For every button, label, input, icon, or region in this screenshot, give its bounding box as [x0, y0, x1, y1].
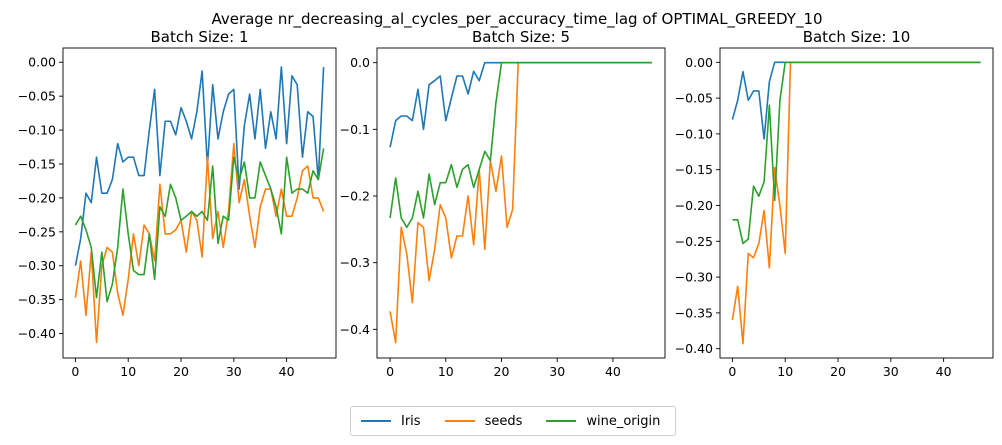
x-tick-label: 0: [71, 364, 79, 379]
series-line-wine-origin: [74, 148, 325, 303]
subplot-1: Batch Size: 1 0 10 20 30 40 −0.40 −0.35 −0.30 −0.…: [18, 28, 337, 379]
legend-swatch-wine-origin: [546, 420, 577, 422]
y-tick-label: 0.00: [28, 55, 56, 70]
y-tick-label: −0.1: [340, 122, 370, 137]
series-line-iris: [731, 61, 981, 140]
series-line-wine-origin: [732, 61, 981, 245]
x-tick-label: 40: [936, 364, 952, 379]
legend: Iris seeds wine_origin: [350, 406, 676, 436]
y-tick-label: −0.10: [675, 126, 713, 141]
subplot-title: Batch Size: 10: [803, 28, 911, 46]
y-tick-label: −0.25: [18, 224, 56, 239]
subplot-title: Batch Size: 1: [150, 28, 248, 46]
x-tick-label: 10: [120, 364, 136, 379]
y-tick-label: −0.25: [675, 234, 713, 249]
subplot-3: Batch Size: 10 0 10 20 30 40 −0.40 −0.35 −0.30 −0…: [675, 28, 994, 379]
legend-label-iris: Iris: [401, 413, 421, 429]
y-tick-label: −0.15: [18, 156, 56, 171]
y-tick-label: −0.3: [340, 255, 370, 270]
legend-label-wine-origin: wine_origin: [586, 413, 661, 429]
legend-item-seeds: seeds: [444, 413, 523, 429]
y-tick-label: −0.35: [18, 292, 56, 307]
subplot-title: Batch Size: 5: [472, 28, 570, 46]
legend-item-wine-origin: wine_origin: [546, 414, 660, 429]
y-tick-label: −0.35: [675, 305, 713, 320]
axes-frame: [62, 47, 337, 359]
x-tick-label: 30: [883, 364, 899, 379]
y-tick-label: −0.2: [340, 189, 370, 204]
y-tick-label: −0.15: [675, 162, 713, 177]
x-tick-label: 10: [777, 364, 793, 379]
x-tick-label: 10: [438, 364, 454, 379]
legend-swatch-seeds: [444, 420, 475, 422]
x-tick-label: 0: [728, 364, 736, 379]
y-tick-label: −0.10: [18, 123, 56, 138]
series-line-iris: [74, 66, 325, 266]
x-tick-label: 40: [605, 364, 621, 379]
x-tick-label: 30: [226, 364, 242, 379]
series-line-seeds: [74, 142, 325, 344]
series-line-wine-origin: [389, 61, 652, 229]
figure-title: Average nr_decreasing_al_cycles_per_accu…: [211, 10, 822, 29]
legend-label-seeds: seeds: [484, 413, 523, 429]
series-line-iris: [389, 61, 652, 148]
legend-swatch-iris: [361, 420, 391, 422]
y-tick-label: −0.30: [675, 270, 713, 285]
y-tick-label: −0.20: [675, 198, 713, 213]
y-tick-label: −0.05: [18, 89, 56, 104]
series-line-seeds: [389, 61, 652, 344]
axes-frame: [719, 47, 994, 359]
axes-frame: [376, 47, 666, 359]
y-tick-label: −0.05: [675, 91, 713, 106]
x-tick-label: 0: [386, 364, 394, 379]
y-tick-label: −0.40: [675, 341, 713, 356]
y-tick-label: 0.0: [350, 55, 370, 70]
x-tick-label: 20: [830, 364, 846, 379]
legend-item-iris: Iris: [361, 414, 421, 429]
y-tick-label: −0.20: [18, 190, 56, 205]
y-tick-label: −0.30: [18, 258, 56, 273]
y-tick-label: 0.00: [685, 55, 713, 70]
x-tick-label: 20: [173, 364, 189, 379]
y-tick-label: −0.40: [18, 326, 56, 341]
y-tick-label: −0.4: [340, 322, 370, 337]
subplot-2: Batch Size: 5 0 10 20 30 40 −0.4 −0.3 −0.2 −0.1 0.…: [340, 28, 666, 379]
x-tick-label: 20: [494, 364, 510, 379]
x-tick-label: 30: [549, 364, 565, 379]
x-tick-label: 40: [279, 364, 295, 379]
